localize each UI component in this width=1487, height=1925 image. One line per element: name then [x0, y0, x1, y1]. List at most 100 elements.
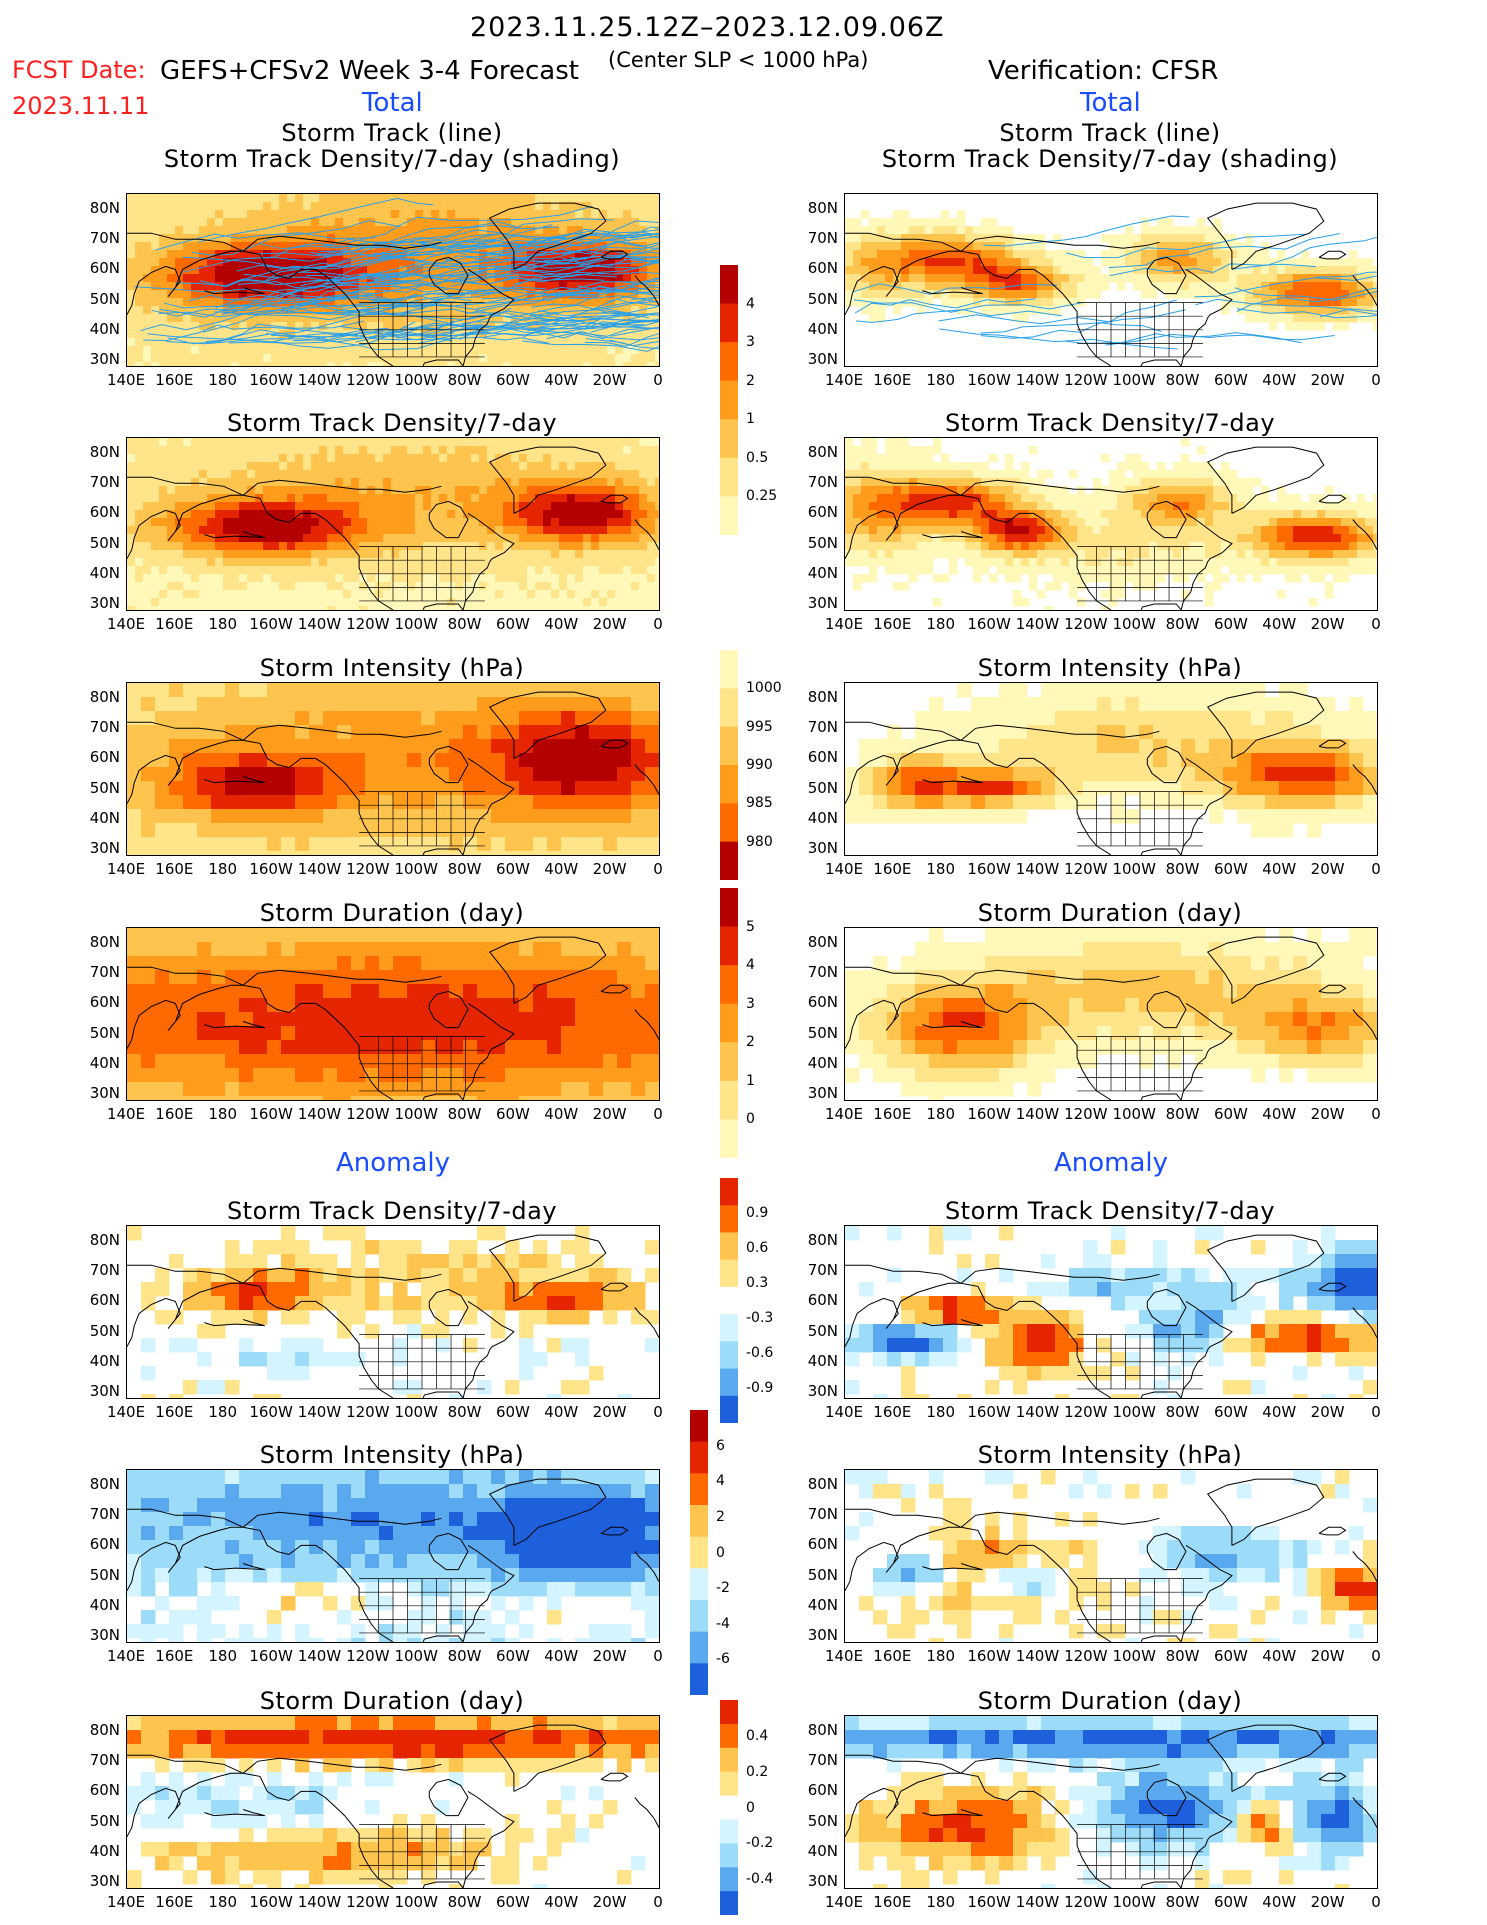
- grid-cell: [455, 266, 464, 275]
- grid-cell: [901, 470, 910, 479]
- grid-cell: [877, 550, 886, 559]
- grid-cell: [981, 242, 990, 251]
- lon-tick-label: 100W: [1112, 615, 1156, 633]
- grid-cell: [1021, 250, 1030, 259]
- grid-cell: [431, 478, 440, 487]
- grid-cell: [223, 322, 232, 331]
- grid-cell: [949, 550, 958, 559]
- grid-cell: [415, 478, 424, 487]
- grid-cell: [1109, 534, 1118, 543]
- grid-cell: [1165, 226, 1174, 235]
- grid-cell: [1069, 558, 1078, 567]
- grid-cell: [615, 354, 624, 363]
- grid-cell: [439, 558, 448, 567]
- coastline: [127, 494, 244, 559]
- lon-tick-label: 80W: [447, 615, 482, 633]
- grid-cell: [893, 534, 902, 543]
- grid-cell: [623, 218, 632, 227]
- grid-cell: [1117, 274, 1126, 283]
- grid-cell: [933, 486, 942, 495]
- grid-cell: [885, 550, 894, 559]
- grid-cell: [1277, 510, 1286, 519]
- grid-cell: [861, 250, 870, 259]
- grid-cell: [957, 518, 966, 527]
- grid-cell: [191, 314, 200, 323]
- grid-cell: [319, 210, 328, 219]
- right-anomaly-label: Anomaly: [1054, 1148, 1169, 1178]
- grid-cell: [407, 542, 416, 551]
- grid-cell: [167, 266, 176, 275]
- grid-cell: [1269, 314, 1278, 323]
- grid-cell: [267, 683, 282, 698]
- grid-cell: [1117, 258, 1126, 267]
- grid-cell: [1365, 258, 1374, 267]
- grid-cell: [159, 282, 168, 291]
- grid-cell: [543, 210, 552, 219]
- grid-cell: [383, 202, 392, 211]
- grid-cell: [271, 486, 280, 495]
- grid-cell: [367, 234, 376, 243]
- grid-cell: [1277, 558, 1286, 567]
- grid-cell: [407, 438, 416, 447]
- grid-cell: [877, 486, 886, 495]
- grid-cell: [623, 322, 632, 331]
- grid-cell: [623, 194, 632, 203]
- storm-track-line: [285, 289, 507, 313]
- grid-cell: [463, 218, 472, 227]
- grid-cell: [399, 210, 408, 219]
- grid-cell: [1309, 558, 1318, 567]
- grid-cell: [599, 266, 608, 275]
- grid-cell: [639, 338, 648, 347]
- grid-cell: [423, 518, 432, 527]
- grid-cell: [607, 362, 616, 366]
- grid-cell: [909, 266, 918, 275]
- grid-cell: [1045, 526, 1054, 535]
- grid-cell: [973, 574, 982, 583]
- grid-cell: [479, 518, 488, 527]
- grid-cell: [215, 446, 224, 455]
- grid-cell: [343, 478, 352, 487]
- grid-cell: [335, 486, 344, 495]
- grid-cell: [223, 446, 232, 455]
- grid-cell: [199, 202, 208, 211]
- grid-cell: [1205, 502, 1214, 511]
- grid-cell: [127, 454, 136, 463]
- grid-cell: [631, 462, 640, 471]
- grid-cell: [255, 258, 264, 267]
- grid-cell: [143, 502, 152, 511]
- grid-cell: [239, 234, 248, 243]
- grid-cell: [1157, 550, 1166, 559]
- grid-cell: [1157, 234, 1166, 243]
- grid-cell: [1101, 542, 1110, 551]
- grid-cell: [431, 550, 440, 559]
- grid-cell: [359, 362, 368, 366]
- grid-cell: [319, 470, 328, 479]
- grid-cell: [359, 226, 368, 235]
- grid-cell: [191, 478, 200, 487]
- grid-cell: [263, 446, 272, 455]
- grid-cell: [391, 470, 400, 479]
- grid-cell: [431, 518, 440, 527]
- grid-cell: [1053, 274, 1062, 283]
- grid-cell: [175, 194, 184, 203]
- grid-cell: [1093, 534, 1102, 543]
- grid-cell: [247, 598, 256, 607]
- grid-cell: [287, 518, 296, 527]
- grid-cell: [263, 502, 272, 511]
- lon-tick-label: 0: [653, 615, 663, 633]
- grid-cell: [367, 314, 376, 323]
- grid-cell: [1285, 550, 1294, 559]
- grid-cell: [1181, 558, 1190, 567]
- grid-cell: [1093, 494, 1102, 503]
- grid-cell: [223, 234, 232, 243]
- grid-cell: [1021, 518, 1030, 527]
- grid-cell: [901, 486, 910, 495]
- grid-cell: [997, 306, 1006, 315]
- grid-cell: [199, 354, 208, 363]
- grid-cell: [631, 526, 640, 535]
- grid-cell: [575, 462, 584, 471]
- grid-cell: [183, 739, 198, 754]
- grid-cell: [631, 218, 640, 227]
- grid-cell: [615, 518, 624, 527]
- grid-cell: [1085, 258, 1094, 267]
